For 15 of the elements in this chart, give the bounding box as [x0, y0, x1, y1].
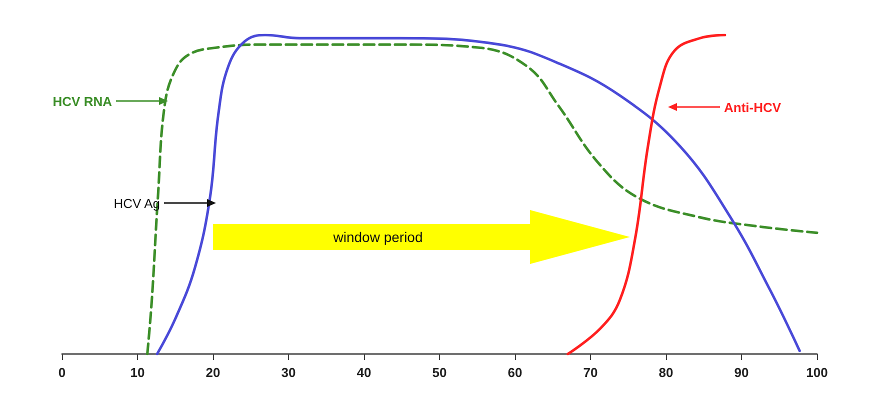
x-tick-label: 80: [658, 365, 674, 380]
x-tick-label: 10: [130, 365, 145, 380]
x-tick-label: 40: [356, 365, 372, 380]
annotation: Anti-HCV: [724, 100, 782, 115]
x-tick-label: 30: [281, 365, 296, 380]
x-tick-label: 90: [734, 365, 749, 380]
x-tick-label: 20: [206, 365, 220, 380]
annotation: window period: [332, 229, 423, 245]
annotation: HCV Ag: [114, 196, 160, 211]
annotation: HCV RNA: [52, 94, 113, 109]
x-tick-label: 60: [508, 365, 522, 380]
x-tick-label: 50: [432, 365, 447, 380]
x-tick-label: 0: [58, 365, 66, 380]
x-tick-label: 100: [806, 365, 828, 380]
x-tick-label: 70: [583, 365, 598, 380]
